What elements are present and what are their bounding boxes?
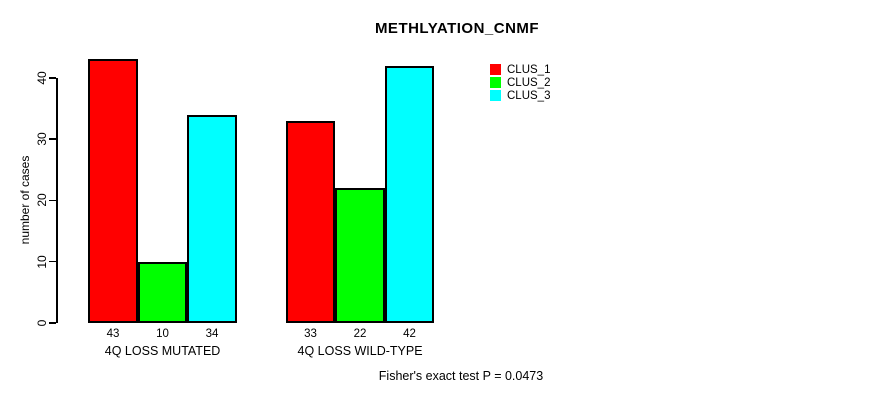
y-axis-title: number of cases bbox=[18, 155, 32, 245]
legend-label: CLUS_2 bbox=[507, 76, 551, 89]
y-tick-label: 10 bbox=[35, 255, 49, 269]
y-axis-line bbox=[56, 77, 58, 323]
legend-swatch-clus-3 bbox=[490, 90, 501, 101]
fisher-test-annotation: Fisher's exact test P = 0.0473 bbox=[378, 369, 544, 383]
bar-clus-1-4q-loss-mutated bbox=[88, 59, 138, 323]
x-group-label: 4Q LOSS WILD-TYPE bbox=[297, 344, 423, 358]
bar-value-label: 43 bbox=[106, 327, 120, 340]
bar-clus-2-4q-loss-mutated bbox=[137, 261, 188, 323]
bar-value-label: 22 bbox=[353, 327, 367, 340]
legend-label: CLUS_1 bbox=[507, 63, 551, 76]
y-tick-label: 20 bbox=[35, 193, 49, 208]
legend-item: CLUS_1 bbox=[490, 64, 550, 76]
bar-value-label: 42 bbox=[403, 327, 416, 340]
bar-value-label: 33 bbox=[304, 327, 317, 340]
bar-clus-1-4q-loss-wild-type bbox=[285, 120, 336, 323]
legend-item: CLUS_3 bbox=[490, 90, 550, 102]
y-axis-tick bbox=[49, 199, 56, 202]
bar-clus-2-4q-loss-wild-type bbox=[335, 188, 385, 323]
legend-label: CLUS_3 bbox=[507, 89, 551, 102]
x-group-label: 4Q LOSS MUTATED bbox=[104, 344, 221, 358]
y-tick-label: 40 bbox=[35, 71, 49, 85]
y-tick-label: 0 bbox=[35, 319, 49, 327]
bar-value-label: 10 bbox=[156, 327, 169, 340]
bar-clus-3-4q-loss-wild-type bbox=[384, 65, 435, 323]
y-axis-tick bbox=[49, 322, 56, 324]
legend-item: CLUS_2 bbox=[490, 77, 550, 89]
y-axis-tick bbox=[49, 138, 56, 140]
y-axis-tick bbox=[49, 77, 56, 79]
bar-value-label: 34 bbox=[205, 327, 219, 340]
bar-clus-3-4q-loss-mutated bbox=[187, 114, 237, 323]
legend-swatch-clus-1 bbox=[490, 64, 501, 75]
legend-swatch-clus-2 bbox=[490, 77, 501, 88]
y-axis-tick bbox=[49, 260, 56, 263]
chart-title: METHLYATION_CNMF bbox=[374, 20, 540, 37]
y-tick-label: 30 bbox=[35, 132, 49, 146]
